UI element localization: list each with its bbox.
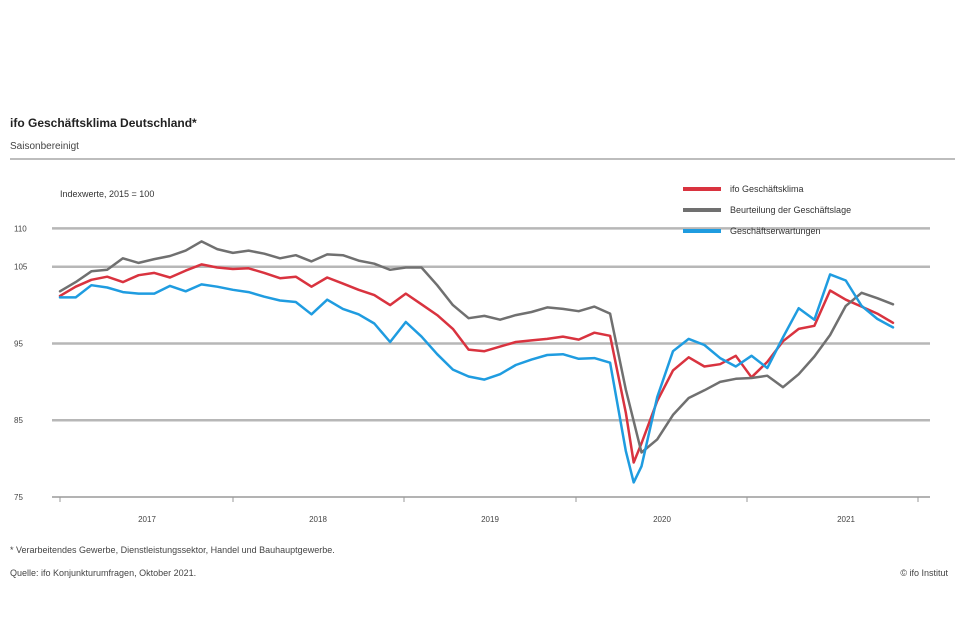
y-tick-label: 105 bbox=[14, 263, 28, 272]
x-tick-label: 2020 bbox=[653, 515, 671, 524]
footnote: * Verarbeitendes Gewerbe, Dienstleistung… bbox=[10, 545, 335, 555]
series-line bbox=[58, 240, 895, 454]
title-divider bbox=[10, 158, 955, 160]
credit: © ifo Institut bbox=[900, 568, 948, 578]
series-lines bbox=[58, 240, 895, 484]
chart-subtitle: Saisonbereinigt bbox=[10, 141, 79, 152]
y-tick-label: 110 bbox=[14, 224, 27, 233]
x-tick-label: 2018 bbox=[309, 515, 327, 524]
x-tick-label: 2017 bbox=[138, 515, 156, 524]
y-axis-ticks: 75 85 95 105 110 bbox=[14, 224, 28, 502]
y-axis-unit-label: Indexwerte, 2015 = 100 bbox=[60, 189, 154, 199]
chart-title: ifo Geschäftsklima Deutschland* bbox=[10, 116, 197, 130]
gridlines bbox=[52, 227, 930, 498]
y-tick-label: 85 bbox=[14, 416, 23, 425]
x-tick-label: 2021 bbox=[837, 515, 855, 524]
legend-label: Beurteilung der Geschäftslage bbox=[730, 205, 851, 215]
y-tick-label: 75 bbox=[14, 493, 23, 502]
legend-label: Geschäftserwartungen bbox=[730, 226, 821, 236]
series-line bbox=[58, 273, 895, 484]
legend: ifo Geschäftsklima Beurteilung der Geschä… bbox=[683, 184, 851, 236]
x-axis: 2017 2018 2019 2020 2021 bbox=[59, 497, 919, 524]
legend-label: ifo Geschäftsklima bbox=[730, 184, 804, 194]
x-tick-label: 2019 bbox=[481, 515, 499, 524]
series-line bbox=[58, 263, 895, 464]
y-tick-label: 95 bbox=[14, 339, 23, 348]
source-note: Quelle: ifo Konjunkturumfragen, Oktober … bbox=[10, 568, 197, 578]
